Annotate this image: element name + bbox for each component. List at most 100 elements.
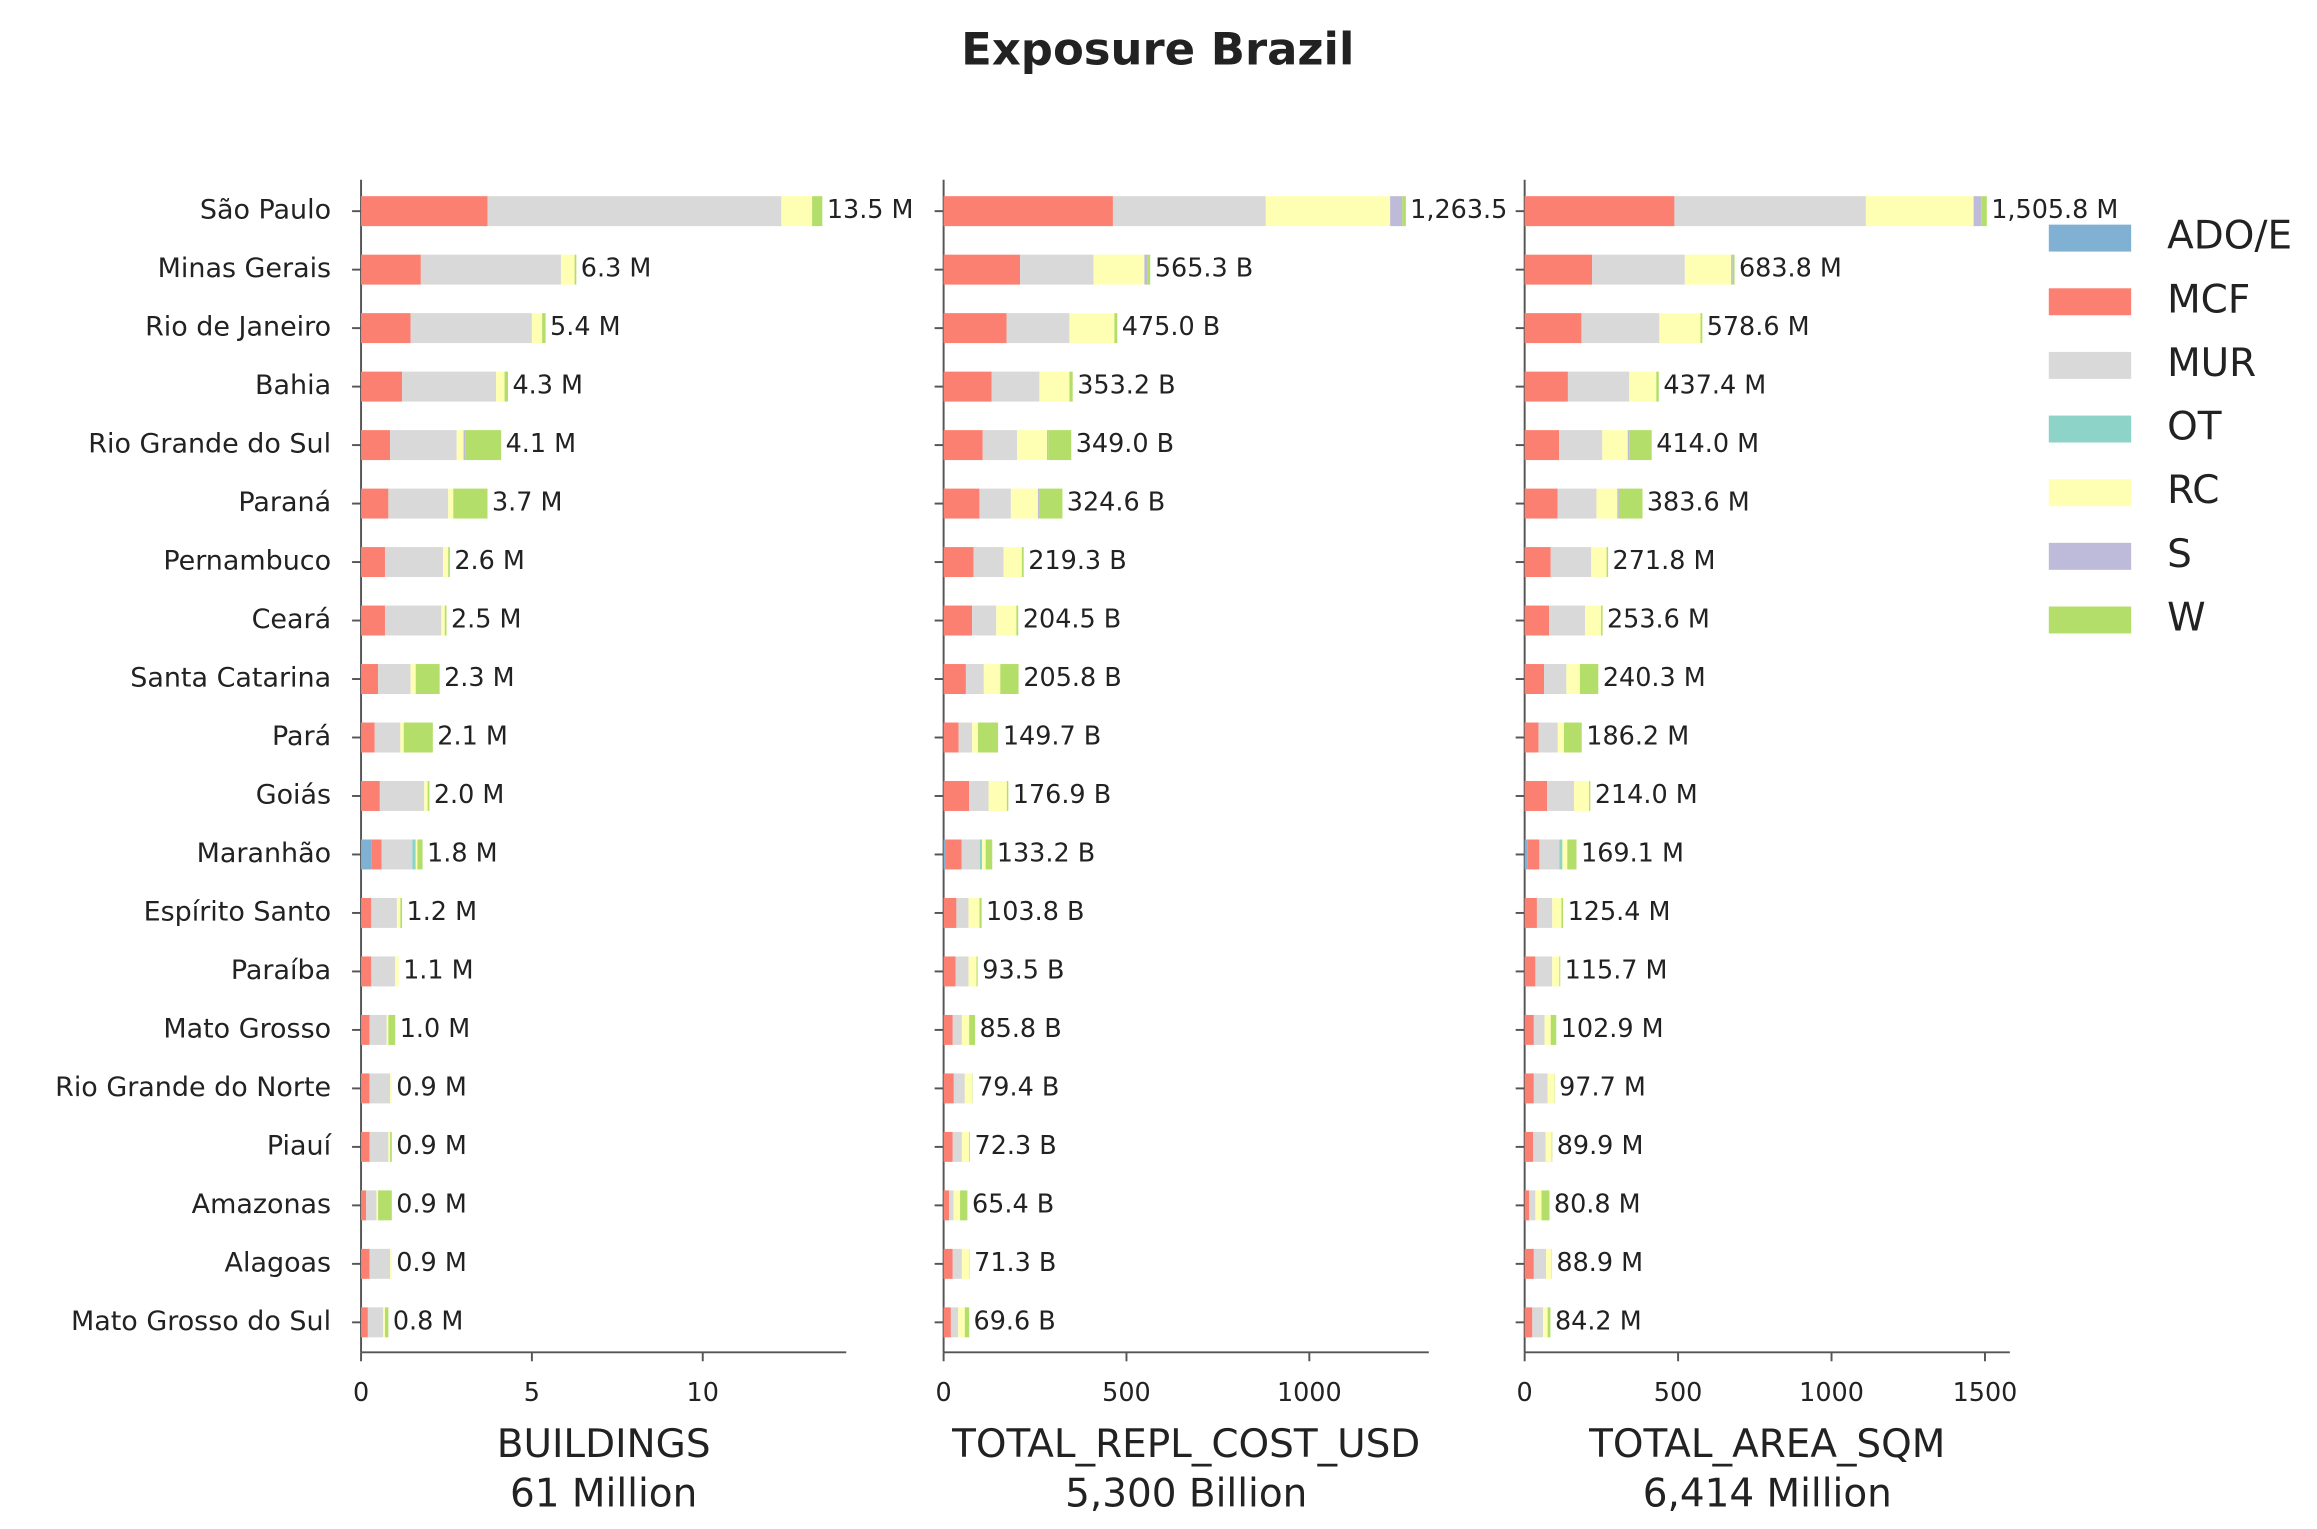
bar-segment [453,488,488,519]
total-label: 84.2 M [1555,1306,1642,1336]
total-label: 240.3 M [1603,663,1706,693]
bar-segment [943,1190,950,1221]
total-label: 565.3 B [1155,254,1253,284]
bar-segment [400,897,403,928]
bar-segment [1524,1248,1534,1279]
bar-segment [972,722,978,753]
bar-segment [1684,254,1732,285]
total-label: 475.0 B [1122,312,1220,342]
bar-segment [390,1131,392,1162]
total-label: 1.8 M [427,838,498,868]
bar-segment [1021,547,1024,578]
bar-segment [988,781,1007,811]
bar-segment [415,664,440,694]
y-tick-label: São Paulo [200,195,331,226]
bar-segment [361,254,421,285]
bar-segment [1524,313,1582,344]
bar-segment [943,430,983,461]
bar-segment [371,956,396,987]
chart-title: Exposure Brazil [961,22,1354,75]
total-label: 219.3 B [1028,546,1126,576]
bar-segment [361,196,488,227]
x-tick-label: 500 [1102,1378,1151,1408]
bar-segment [1567,839,1577,870]
bar-segment [361,1073,370,1104]
x-tick-label: 1000 [1277,1378,1342,1408]
legend-swatch [2048,288,2132,316]
bar-segment [943,781,970,811]
total-label: 271.8 M [1613,546,1716,576]
bar-segment [1265,196,1391,227]
total-label: 80.8 M [1554,1189,1641,1219]
bar-segment [1674,196,1866,227]
bar-segment [943,1248,953,1279]
total-label: 204.5 B [1023,605,1121,635]
x-axis-subtitle: 5,300 Billion [1065,1472,1307,1517]
bar-segment [361,839,372,870]
total-label: 4.1 M [506,429,577,459]
bar-segment [448,547,450,578]
total-label: 1,263.5 [1410,195,1507,225]
bar-segment [463,430,466,461]
bar-segment [1973,196,1982,227]
bar-segment [1536,897,1553,928]
bar-segment [427,781,430,811]
bar-segment [361,781,380,811]
bar-segment [955,956,969,987]
bar-segment [1567,371,1630,402]
total-label: 0.9 M [396,1189,467,1219]
bar-segment [361,371,403,402]
total-label: 205.8 B [1023,663,1121,693]
total-label: 2.5 M [451,605,521,635]
bar-segment [953,1073,965,1104]
bar-segment [1559,956,1561,987]
bar-segment [1547,1073,1555,1104]
bar-segment [1524,897,1537,928]
bar-segment [964,1073,973,1104]
y-tick-label: Maranhão [197,838,331,869]
total-label: 13.5 M [827,195,914,225]
bar-segment [444,605,447,636]
bar-segment [1524,722,1539,753]
total-label: 2.6 M [454,546,524,576]
y-tick-label: Piauí [267,1130,333,1161]
bar-segment [386,1014,389,1045]
bar-segment [943,722,959,753]
bar-segment [964,1307,970,1338]
bar-segment [1557,722,1564,753]
bar-segment [943,1131,953,1162]
total-label: 1.1 M [403,955,474,985]
bar-segment [949,1190,954,1221]
bar-segment [1524,1307,1533,1338]
bar-segment [1003,547,1022,578]
total-label: 97.7 M [1559,1072,1646,1102]
bar-segment [1566,664,1580,694]
bar-segment [361,547,385,578]
bar-segment [1020,254,1094,285]
bar-segment [1390,196,1403,227]
bar-segment [996,605,1017,636]
bar-segment [952,1131,962,1162]
y-tick-label: Bahia [255,370,331,401]
bar-segment [361,605,385,636]
total-label: 324.6 B [1067,488,1165,518]
bar-segment [961,839,980,870]
bar-segment [943,488,980,519]
y-tick-label: Alagoas [225,1247,332,1278]
x-axis-label: TOTAL_AREA_SQM [1588,1422,1945,1467]
bar-segment [1532,1307,1544,1338]
bar-segment [991,371,1040,402]
bar-segment [943,371,992,402]
bar-segment [1617,488,1619,519]
bar-segment [417,839,423,870]
y-tick-label: Pará [272,721,331,752]
bar-segment [1659,313,1701,344]
bar-segment [983,664,1001,694]
bar-segment [1539,839,1560,870]
bar-segment [1559,430,1603,461]
x-tick-label: 0 [1517,1378,1533,1408]
bar-segment [943,313,1007,344]
bar-segment [1606,547,1609,578]
bar-segment [1629,371,1657,402]
